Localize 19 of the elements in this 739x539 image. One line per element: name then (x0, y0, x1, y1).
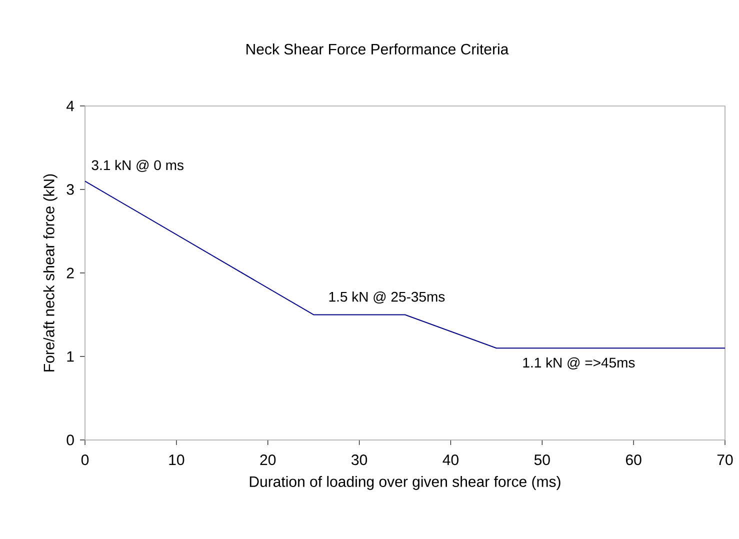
annotation: 1.5 kN @ 25-35ms (329, 291, 445, 304)
x-tick-label: 30 (352, 454, 368, 466)
x-tick-label: 50 (534, 454, 550, 466)
y-tick-label: 4 (66, 100, 74, 112)
x-tick-label: 10 (169, 454, 184, 466)
x-tick-label: 40 (442, 454, 458, 466)
y-tick-label: 3 (66, 184, 74, 195)
x-tick-label: 20 (260, 454, 276, 466)
y-tick-label: 0 (66, 434, 74, 446)
x-tick-label: 70 (717, 454, 733, 466)
y-tick-label: 2 (66, 268, 74, 278)
x-tick-label: 60 (626, 454, 642, 466)
annotation: 1.1 kN @ =>45ms (523, 357, 635, 370)
x-axis-title: Duration of loading over given shear force (ms) (250, 476, 560, 490)
y-axis-title: Fore/aft neck shear force (kN) (43, 174, 58, 372)
chart-title: Neck Shear Force Performance Criteria (246, 43, 509, 54)
x-tick-label: 0 (81, 454, 89, 466)
annotation: 3.1 kN @ 0 ms (92, 160, 184, 172)
y-tick-label: 1 (67, 351, 74, 362)
